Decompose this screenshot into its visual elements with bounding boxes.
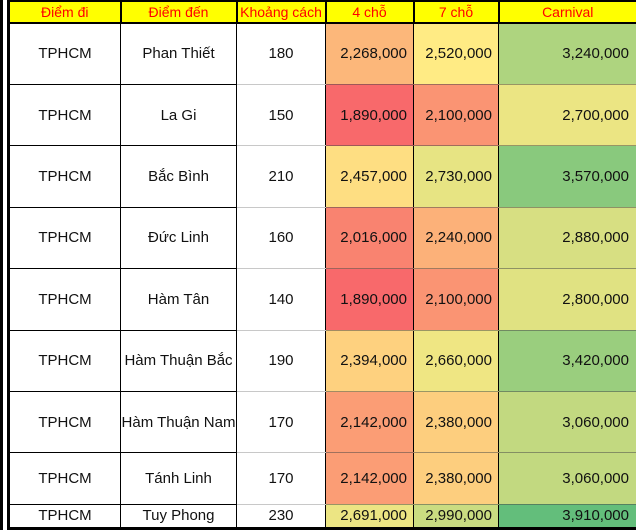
cell-price-7-seat[interactable]: 2,660,000 (413, 330, 499, 393)
cell-price-carnival[interactable]: 3,420,000 (498, 330, 636, 393)
cell-price-carnival[interactable]: 2,880,000 (498, 207, 636, 270)
cell-price-7-seat[interactable]: 2,380,000 (413, 452, 499, 505)
cell-distance[interactable]: 150 (236, 84, 326, 147)
cell-destination[interactable]: Bắc Bình (120, 145, 237, 208)
cell-price-4-seat[interactable]: 2,457,000 (325, 145, 414, 208)
cell-destination[interactable]: Hàm Thuận Nam (120, 391, 237, 454)
cell-price-4-seat[interactable]: 2,394,000 (325, 330, 414, 393)
cell-destination[interactable]: Tánh Linh (120, 452, 237, 505)
cell-distance[interactable]: 210 (236, 145, 326, 208)
header-cell-origin[interactable]: Điểm đi (7, 0, 122, 24)
cell-price-4-seat[interactable]: 2,268,000 (325, 23, 414, 85)
cell-price-7-seat[interactable]: 2,990,000 (413, 504, 499, 530)
cell-price-7-seat[interactable]: 2,100,000 (413, 84, 499, 147)
cell-origin[interactable]: TPHCM (8, 503, 121, 530)
table-row: TPHCM Hàm Thuận Nam 170 2,142,000 2,380,… (8, 391, 636, 454)
cell-distance[interactable]: 140 (236, 268, 326, 331)
cell-distance[interactable]: 230 (236, 504, 326, 530)
cell-price-carnival[interactable]: 2,700,000 (498, 84, 636, 147)
cell-price-carnival[interactable]: 3,240,000 (498, 23, 636, 85)
cell-destination[interactable]: Đức Linh (120, 206, 237, 270)
cell-origin[interactable]: TPHCM (8, 268, 121, 331)
header-cell-carnival[interactable]: Carnival (497, 0, 636, 24)
cell-origin[interactable]: TPHCM (8, 22, 121, 85)
table-row: TPHCM Tuy Phong 230 2,691,000 2,990,000 … (8, 503, 636, 530)
left-edge-divider (0, 0, 3, 530)
table-row: TPHCM Bắc Bình 210 2,457,000 2,730,000 3… (8, 145, 636, 208)
cell-origin[interactable]: TPHCM (8, 83, 121, 147)
cell-price-carnival[interactable]: 3,060,000 (498, 452, 636, 505)
cell-price-carnival[interactable]: 3,060,000 (498, 391, 636, 454)
price-table: Điểm đi Điểm đến Khoảng cách 4 chỗ 7 chỗ… (7, 0, 636, 530)
cell-price-4-seat[interactable]: 1,890,000 (325, 268, 414, 331)
cell-price-4-seat[interactable]: 2,016,000 (325, 207, 414, 270)
cell-price-carnival[interactable]: 2,800,000 (498, 268, 636, 331)
cell-price-carnival[interactable]: 3,570,000 (498, 145, 636, 208)
table-row: TPHCM Tánh Linh 170 2,142,000 2,380,000 … (8, 452, 636, 505)
cell-destination[interactable]: Tuy Phong (120, 503, 237, 530)
cell-destination[interactable]: Phan Thiết (120, 22, 237, 85)
cell-price-4-seat[interactable]: 2,142,000 (325, 452, 414, 505)
cell-origin[interactable]: TPHCM (8, 391, 121, 454)
cell-origin[interactable]: TPHCM (8, 329, 121, 393)
cell-distance[interactable]: 170 (236, 391, 326, 454)
header-row: Điểm đi Điểm đến Khoảng cách 4 chỗ 7 chỗ… (7, 0, 636, 24)
header-cell-destination[interactable]: Điểm đến (119, 0, 238, 24)
cell-price-4-seat[interactable]: 2,142,000 (325, 391, 414, 454)
cell-distance[interactable]: 190 (236, 330, 326, 393)
table-row: TPHCM La Gi 150 1,890,000 2,100,000 2,70… (8, 83, 636, 147)
cell-price-7-seat[interactable]: 2,240,000 (413, 207, 499, 270)
cell-price-7-seat[interactable]: 2,520,000 (413, 23, 499, 85)
cell-destination[interactable]: Hàm Tân (120, 268, 237, 331)
table-row: TPHCM Đức Linh 160 2,016,000 2,240,000 2… (8, 206, 636, 270)
cell-price-7-seat[interactable]: 2,730,000 (413, 145, 499, 208)
cell-price-4-seat[interactable]: 1,890,000 (325, 84, 414, 147)
cell-price-4-seat[interactable]: 2,691,000 (325, 504, 414, 530)
cell-price-7-seat[interactable]: 2,100,000 (413, 268, 499, 331)
header-cell-distance[interactable]: Khoảng cách (235, 0, 327, 24)
header-cell-7-seat[interactable]: 7 chỗ (412, 0, 500, 24)
cell-distance[interactable]: 170 (236, 452, 326, 505)
cell-destination[interactable]: La Gi (120, 83, 237, 147)
cell-origin[interactable]: TPHCM (8, 145, 121, 208)
table-row: TPHCM Hàm Thuận Bắc 190 2,394,000 2,660,… (8, 329, 636, 393)
cell-distance[interactable]: 160 (236, 207, 326, 270)
cell-price-7-seat[interactable]: 2,380,000 (413, 391, 499, 454)
cell-destination[interactable]: Hàm Thuận Bắc (120, 329, 237, 393)
table-row: TPHCM Phan Thiết 180 2,268,000 2,520,000… (8, 22, 636, 85)
header-cell-4-seat[interactable]: 4 chỗ (324, 0, 415, 24)
cell-distance[interactable]: 180 (236, 23, 326, 85)
table-row: TPHCM Hàm Tân 140 1,890,000 2,100,000 2,… (8, 268, 636, 331)
cell-origin[interactable]: TPHCM (8, 206, 121, 270)
cell-price-carnival[interactable]: 3,910,000 (498, 504, 636, 530)
cell-origin[interactable]: TPHCM (8, 452, 121, 505)
